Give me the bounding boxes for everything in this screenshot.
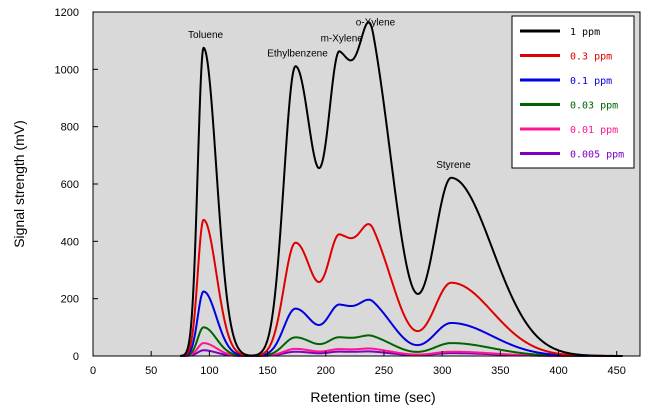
x-tick-label: 250 (375, 365, 393, 377)
peak-label-layer: Toluene Ethylbenzene m-Xylene o-Xylene Styre… (188, 18, 471, 171)
legend-label: 0.01 ppm (570, 125, 618, 136)
ticks-layer: 0 50 100 150 200 250 300 350 400 450 0 200 400 600 800… (55, 7, 626, 377)
y-tick-label: 800 (61, 122, 79, 134)
x-tick-label: 400 (549, 365, 567, 377)
legend-label: 0.3 ppm (570, 52, 612, 63)
y-axis-label: Signal strength (mV) (11, 120, 27, 248)
y-tick-label: 400 (61, 236, 79, 248)
peak-label: Styrene (436, 160, 471, 171)
peak-label: Toluene (188, 30, 223, 41)
y-tick-label: 1200 (55, 7, 79, 19)
y-tick-label: 0 (73, 351, 79, 363)
peak-label: o-Xylene (356, 18, 396, 29)
x-tick-label: 300 (433, 365, 451, 377)
x-tick-label: 0 (90, 365, 96, 377)
legend-label: 0.1 ppm (570, 76, 612, 87)
peak-label: Ethylbenzene (267, 48, 328, 59)
x-axis-label: Retention time (sec) (310, 389, 435, 405)
legend-label: 1 ppm (570, 27, 600, 38)
x-tick-label: 100 (200, 365, 218, 377)
legend-box (511, 15, 635, 169)
x-tick-label: 450 (608, 365, 626, 377)
legend-label: 0.03 ppm (570, 101, 618, 112)
y-tick-label: 1000 (55, 64, 79, 76)
series-line-1-ppm (179, 21, 623, 357)
x-tick-label: 50 (145, 365, 157, 377)
legend-label: 0.005 ppm (570, 150, 624, 161)
y-tick-label: 600 (61, 179, 79, 191)
y-tick-label: 200 (61, 294, 79, 306)
x-tick-label: 350 (491, 365, 509, 377)
x-tick-label: 200 (317, 365, 335, 377)
legend: 1 ppm 0.3 ppm 0.1 ppm 0.03 ppm 0.01 ppm 0.005… (511, 15, 635, 169)
x-tick-label: 150 (258, 365, 276, 377)
peak-label: m-Xylene (321, 33, 364, 44)
